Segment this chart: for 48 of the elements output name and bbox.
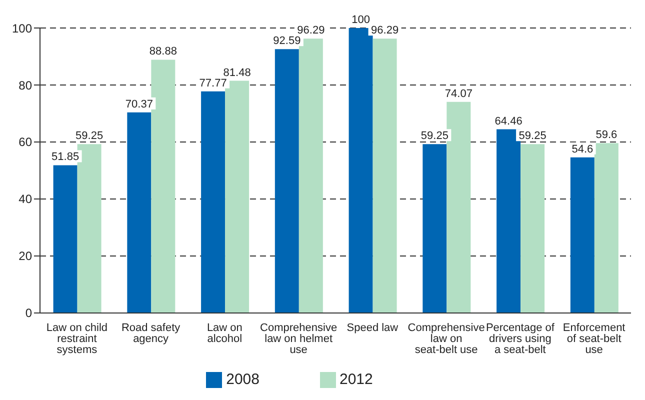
bar <box>127 112 152 313</box>
x-tick-label: Law on alcohol <box>206 322 242 345</box>
y-tick-label: 60 <box>18 135 32 150</box>
data-label: 59.6 <box>596 129 618 142</box>
bar <box>570 157 594 313</box>
bar <box>496 129 521 313</box>
bar <box>594 143 618 313</box>
data-label: 59.25 <box>76 130 104 142</box>
y-tick-label: 20 <box>18 249 32 264</box>
data-label: 59.25 <box>420 130 448 142</box>
legend-label: 2012 <box>340 370 373 388</box>
bar <box>372 38 397 313</box>
bar <box>225 80 250 313</box>
bar <box>201 91 226 313</box>
bar <box>53 165 78 313</box>
data-label: 100 <box>352 14 370 26</box>
bar <box>77 144 102 313</box>
x-tick-label: Percentage of drivers using a seat-belt <box>486 322 556 356</box>
data-label: 54.6 <box>572 143 594 156</box>
y-tick-label: 0 <box>25 306 32 320</box>
bar <box>422 144 447 313</box>
data-label: 88.88 <box>149 46 177 58</box>
y-tick-label: 80 <box>18 78 32 92</box>
x-tick-label: Enforcement of seat-belt use <box>562 322 626 356</box>
x-tick-label: Road safety agency <box>121 322 181 345</box>
data-label: 81.48 <box>223 66 251 79</box>
data-label: 77.77 <box>199 77 227 90</box>
x-tick-label: Law on child restraint systems <box>46 322 108 356</box>
data-label: 74.07 <box>444 88 472 100</box>
data-label: 59.25 <box>518 130 546 142</box>
bar <box>348 28 373 313</box>
data-label: 92.59 <box>273 35 301 48</box>
x-tick-label: Comprehensive law on seat-belt use <box>408 322 485 356</box>
data-label: 96.29 <box>297 24 325 37</box>
data-label: 70.37 <box>125 98 153 110</box>
y-tick-label: 40 <box>18 192 32 206</box>
bar <box>151 60 176 313</box>
bar <box>298 38 323 313</box>
bar <box>446 102 471 313</box>
data-label: 64.46 <box>494 115 522 128</box>
bar <box>520 144 545 313</box>
legend-label: 2008 <box>226 370 260 388</box>
x-tick-label: Speed law <box>346 322 398 334</box>
y-tick-label: 100 <box>12 21 32 36</box>
bar <box>274 49 299 313</box>
data-label: 96.29 <box>371 24 399 37</box>
data-label: 51.85 <box>52 151 80 164</box>
x-tick-label: Comprehensive law on helmet use <box>260 322 338 356</box>
